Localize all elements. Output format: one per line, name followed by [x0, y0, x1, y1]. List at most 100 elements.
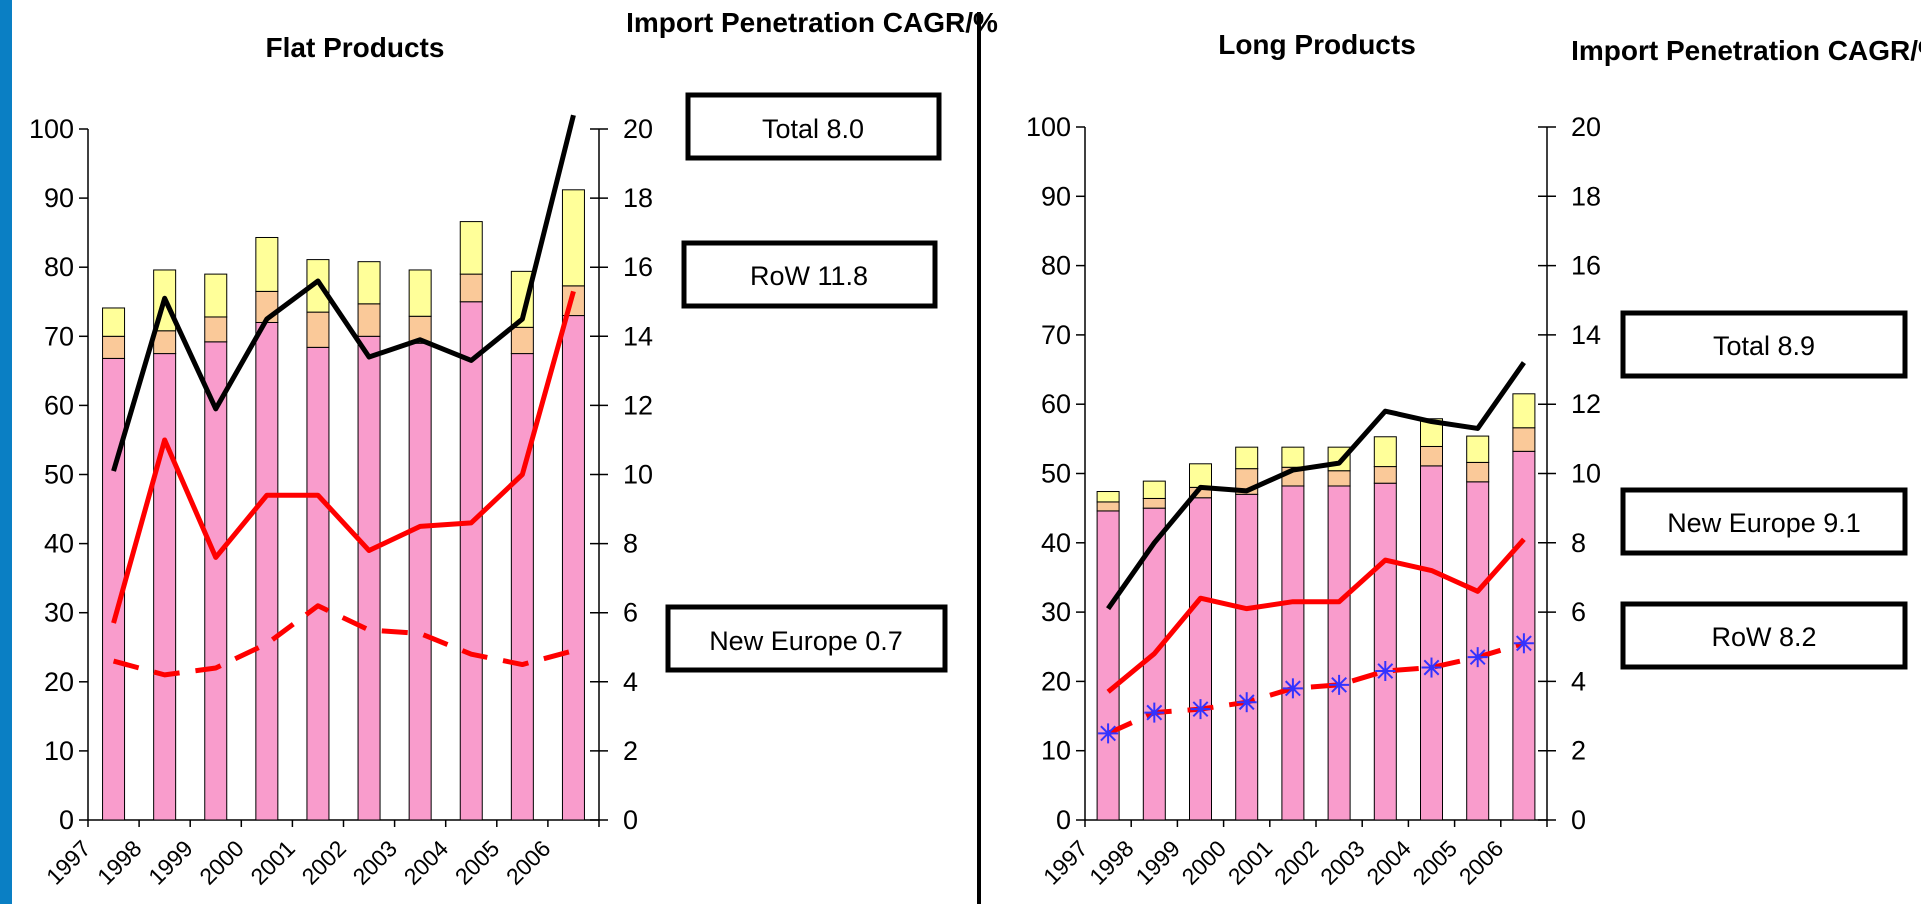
long-products-chart: 0 10 20 30 40 50 60 70 80 90 100 0 2 4 6 8 10 12 14 16 18 20 1…	[1026, 112, 1601, 890]
long-row-star-marker	[1375, 661, 1396, 682]
long-row-star-marker	[1144, 702, 1165, 723]
long-row-star-marker	[1190, 699, 1211, 720]
flat-x-tick-label: 1998	[92, 835, 147, 890]
flat-chart-title: Flat Products	[266, 32, 445, 63]
long-y-tick-label: 100	[1026, 112, 1071, 142]
long-bar-mid-segment	[1142, 497, 1166, 509]
flat-y2-tick-label: 2	[623, 736, 638, 766]
accent-strip	[0, 0, 12, 904]
long-y2-tick-label: 18	[1571, 181, 1601, 211]
long-row-label: RoW 8.2	[1711, 622, 1816, 652]
long-bar-mid-segment	[1373, 466, 1397, 484]
long-y-tick-label: 90	[1041, 181, 1071, 211]
long-x-tick-label: 1999	[1130, 835, 1185, 890]
flat-bar-base-segment	[153, 353, 177, 821]
long-row-star-marker	[1421, 657, 1442, 678]
flat-bar-top-segment	[204, 273, 228, 318]
long-row-star-marker	[1467, 647, 1488, 668]
long-y-tick-label: 20	[1041, 666, 1071, 696]
long-bar-top-segment	[1235, 446, 1259, 470]
flat-x-tick-label: 2003	[348, 835, 403, 890]
long-y-tick-label: 30	[1041, 597, 1071, 627]
long-y2-tick-label: 2	[1571, 736, 1586, 766]
flat-y-tick-label: 70	[44, 321, 74, 351]
flat-bar-top-segment	[561, 189, 585, 287]
long-bar-top-segment	[1512, 393, 1536, 429]
flat-bar-base-segment	[357, 335, 381, 821]
long-new-europe-box	[1620, 487, 1908, 556]
long-total-box	[1620, 310, 1908, 379]
flat-x-tick-label: 2001	[245, 835, 300, 890]
flat-bar-base-segment	[459, 301, 483, 821]
flat-bar-top-segment	[357, 261, 381, 305]
long-y2-tick-label: 8	[1571, 528, 1586, 558]
long-right-axis-title: Import Penetration CAGR/%	[1571, 35, 1921, 66]
flat-y-tick-label: 40	[44, 529, 74, 559]
long-y2-tick-label: 14	[1571, 320, 1601, 350]
flat-y-tick-label: 30	[44, 598, 74, 628]
long-row-star-marker	[1282, 678, 1303, 699]
long-bar-base-segment	[1327, 485, 1351, 821]
flat-bar-top-segment	[459, 221, 483, 275]
flat-y2-tick-label: 18	[623, 183, 653, 213]
long-bar-base-segment	[1235, 493, 1259, 821]
long-y-tick-label: 60	[1041, 389, 1071, 419]
flat-y-tick-label: 60	[44, 390, 74, 420]
flat-x-tick-label: 1997	[41, 835, 96, 890]
flat-y2-tick-label: 4	[623, 667, 638, 697]
flat-bar-top-segment	[102, 307, 126, 337]
long-bar-base-segment	[1373, 482, 1397, 821]
flat-bar-mid-segment	[357, 303, 381, 337]
flat-bar-mid-segment	[153, 330, 177, 355]
flat-bar-base-segment	[255, 321, 279, 821]
long-y-tick-label: 70	[1041, 320, 1071, 350]
long-x-tick-label: 1997	[1038, 835, 1093, 890]
long-y-tick-label: 80	[1041, 251, 1071, 281]
flat-bar-mid-segment	[459, 273, 483, 303]
flat-y2-tick-label: 6	[623, 598, 638, 628]
flat-bar-top-segment	[306, 259, 330, 313]
flat-row-label: RoW 11.8	[750, 261, 868, 291]
long-y-tick-label: 50	[1041, 459, 1071, 489]
long-x-tick-label: 2004	[1361, 835, 1416, 890]
flat-y2-tick-label: 12	[623, 390, 653, 420]
flat-y-tick-label: 50	[44, 460, 74, 490]
flat-total-line	[111, 114, 576, 472]
long-row-box	[1620, 601, 1908, 670]
long-x-tick-label: 2003	[1315, 835, 1370, 890]
long-row-star-marker	[1329, 674, 1350, 695]
flat-y-tick-label: 10	[44, 736, 74, 766]
flat-new-europe-box	[665, 604, 948, 673]
long-row-star-marker	[1236, 692, 1257, 713]
long-bar-mid-segment	[1096, 501, 1120, 512]
flat-y-tick-label: 100	[29, 114, 74, 144]
long-x-tick-label: 2001	[1223, 835, 1278, 890]
long-bar-mid-segment	[1512, 427, 1536, 452]
long-bar-mid-segment	[1466, 461, 1490, 483]
long-x-tick-label: 2006	[1454, 835, 1509, 890]
flat-y2-tick-label: 0	[623, 805, 638, 835]
flat-total-box	[685, 92, 942, 161]
flat-bar-base-segment	[204, 341, 228, 821]
long-x-tick-label: 2002	[1269, 835, 1324, 890]
flat-x-tick-label: 2000	[194, 835, 249, 890]
long-bar-top-segment	[1142, 480, 1166, 499]
flat-bar-mid-segment	[510, 326, 534, 355]
long-bar-top-segment	[1096, 491, 1120, 503]
flat-bar-mid-segment	[306, 311, 330, 348]
flat-y-tick-label: 90	[44, 183, 74, 213]
flat-bar-base-segment	[561, 315, 585, 821]
long-bar-base-segment	[1096, 510, 1120, 821]
long-bar-top-segment	[1466, 435, 1490, 463]
flat-y2-tick-label: 8	[623, 529, 638, 559]
flat-bar-mid-segment	[102, 335, 126, 359]
long-bar-mid-segment	[1327, 470, 1351, 487]
long-bar-top-segment	[1420, 418, 1443, 447]
long-new-europe-label: New Europe 9.1	[1667, 508, 1861, 538]
flat-y-tick-label: 80	[44, 252, 74, 282]
long-y2-tick-label: 10	[1571, 459, 1601, 489]
long-y-tick-label: 0	[1056, 805, 1071, 835]
long-total-line	[1106, 361, 1526, 611]
long-y-tick-label: 10	[1041, 736, 1071, 766]
